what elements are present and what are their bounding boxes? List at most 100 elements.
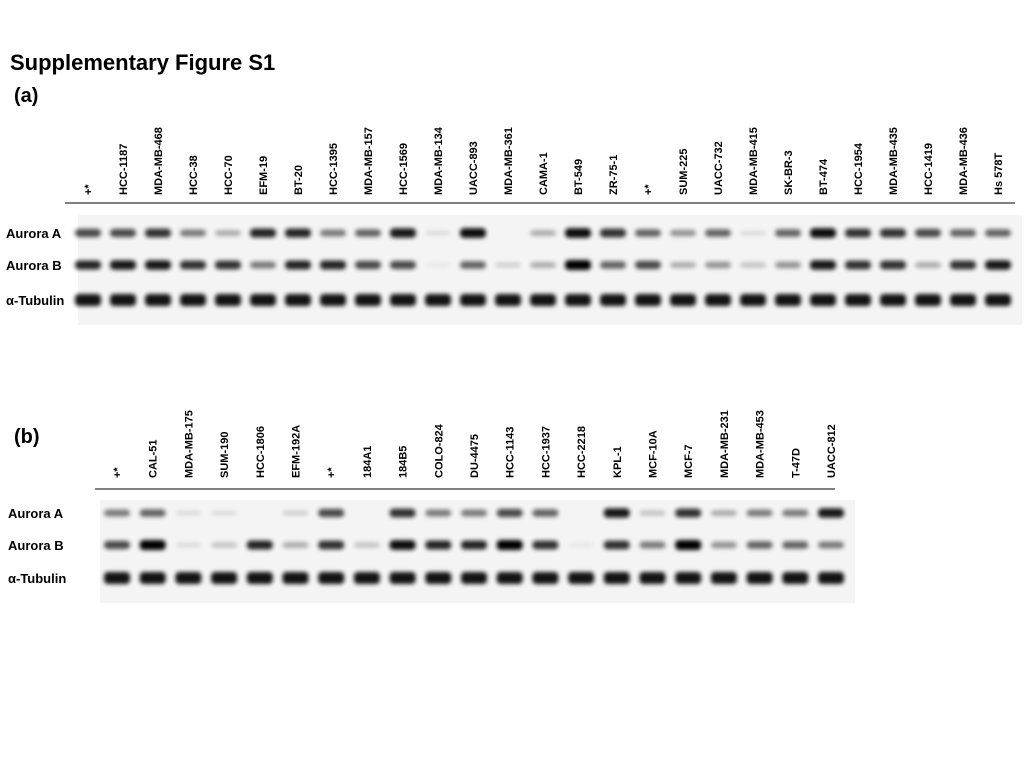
lane-label: T-47D (790, 448, 802, 478)
lane-label: 184B5 (398, 446, 410, 478)
lane-label: MDA-MB-435 (888, 127, 900, 195)
lane-label: HCC-1187 (118, 144, 130, 195)
lane-label: MDA-MB-436 (958, 127, 970, 195)
band (705, 294, 731, 306)
panel-label: (a) (14, 85, 38, 107)
band (782, 509, 809, 517)
row-label: Aurora B (6, 258, 62, 273)
lane-label: HCC-1419 (923, 143, 935, 195)
row-label: Aurora A (6, 226, 62, 241)
row-label: Aurora A (8, 506, 64, 521)
band (353, 542, 380, 548)
band (425, 294, 451, 306)
band (675, 508, 702, 518)
band (211, 510, 238, 516)
band (675, 572, 702, 584)
lane-label: +* (112, 467, 124, 478)
lane-label: KPL-1 (612, 446, 624, 478)
band (880, 294, 906, 306)
band (110, 260, 136, 270)
lane-label: HCC-1806 (255, 426, 267, 478)
band (670, 229, 696, 237)
band (282, 510, 309, 516)
band (639, 572, 666, 584)
band (425, 572, 452, 584)
band (818, 572, 844, 584)
band (635, 294, 661, 306)
band (246, 540, 273, 550)
band (389, 540, 416, 550)
lane-label: +* (643, 184, 655, 195)
band (818, 508, 844, 518)
lane-label: BT-20 (293, 165, 305, 195)
band (355, 260, 381, 270)
band (250, 261, 276, 269)
band (175, 572, 202, 584)
band (390, 260, 416, 270)
band (425, 540, 452, 550)
band (104, 572, 130, 584)
band (845, 294, 871, 306)
band (145, 228, 171, 238)
band (740, 294, 766, 306)
band (320, 260, 346, 270)
band (110, 228, 136, 238)
lane-label: BT-549 (573, 159, 585, 195)
band (355, 229, 381, 237)
band (532, 509, 559, 517)
band (211, 572, 238, 584)
band (775, 261, 801, 269)
band (532, 572, 559, 584)
band (985, 260, 1011, 270)
band (318, 572, 345, 584)
band (460, 294, 486, 306)
lane-label: CAL-51 (148, 439, 160, 478)
band (139, 509, 166, 517)
band (75, 260, 101, 270)
band (110, 294, 136, 306)
band (568, 572, 595, 584)
lane-label: MDA-MB-157 (363, 127, 375, 195)
lane-label: HCC-2218 (576, 426, 588, 478)
band (496, 572, 523, 584)
band (215, 230, 241, 236)
band (775, 294, 801, 306)
band (880, 228, 906, 238)
band (318, 508, 345, 518)
band (285, 260, 311, 270)
band (460, 228, 486, 238)
lane-label: 184A1 (362, 446, 374, 478)
lane-label: +* (83, 184, 95, 195)
band (915, 294, 941, 306)
band (246, 572, 273, 584)
band (461, 572, 487, 584)
lane-label: HCC-1937 (540, 426, 552, 478)
band (496, 508, 523, 518)
band (705, 261, 731, 269)
band (389, 572, 416, 584)
band (104, 509, 130, 517)
band (985, 294, 1011, 306)
band (460, 261, 486, 269)
band (211, 542, 238, 548)
band (710, 541, 737, 549)
band (603, 540, 630, 550)
lane-label: MDA-MB-175 (183, 410, 195, 478)
band (565, 260, 591, 270)
band (389, 508, 416, 518)
lane-label: MCF-10A (648, 430, 660, 478)
band (530, 262, 556, 268)
lane-label: MDA-MB-361 (503, 127, 515, 195)
band (880, 260, 906, 270)
band (282, 542, 309, 548)
band (915, 262, 941, 268)
lane-label: EFM-19 (258, 156, 270, 195)
band (285, 294, 311, 306)
lane-label: SUM-190 (219, 432, 231, 478)
band (104, 540, 130, 550)
band (75, 228, 101, 238)
band (740, 262, 766, 268)
band (603, 508, 630, 518)
band (495, 294, 521, 306)
